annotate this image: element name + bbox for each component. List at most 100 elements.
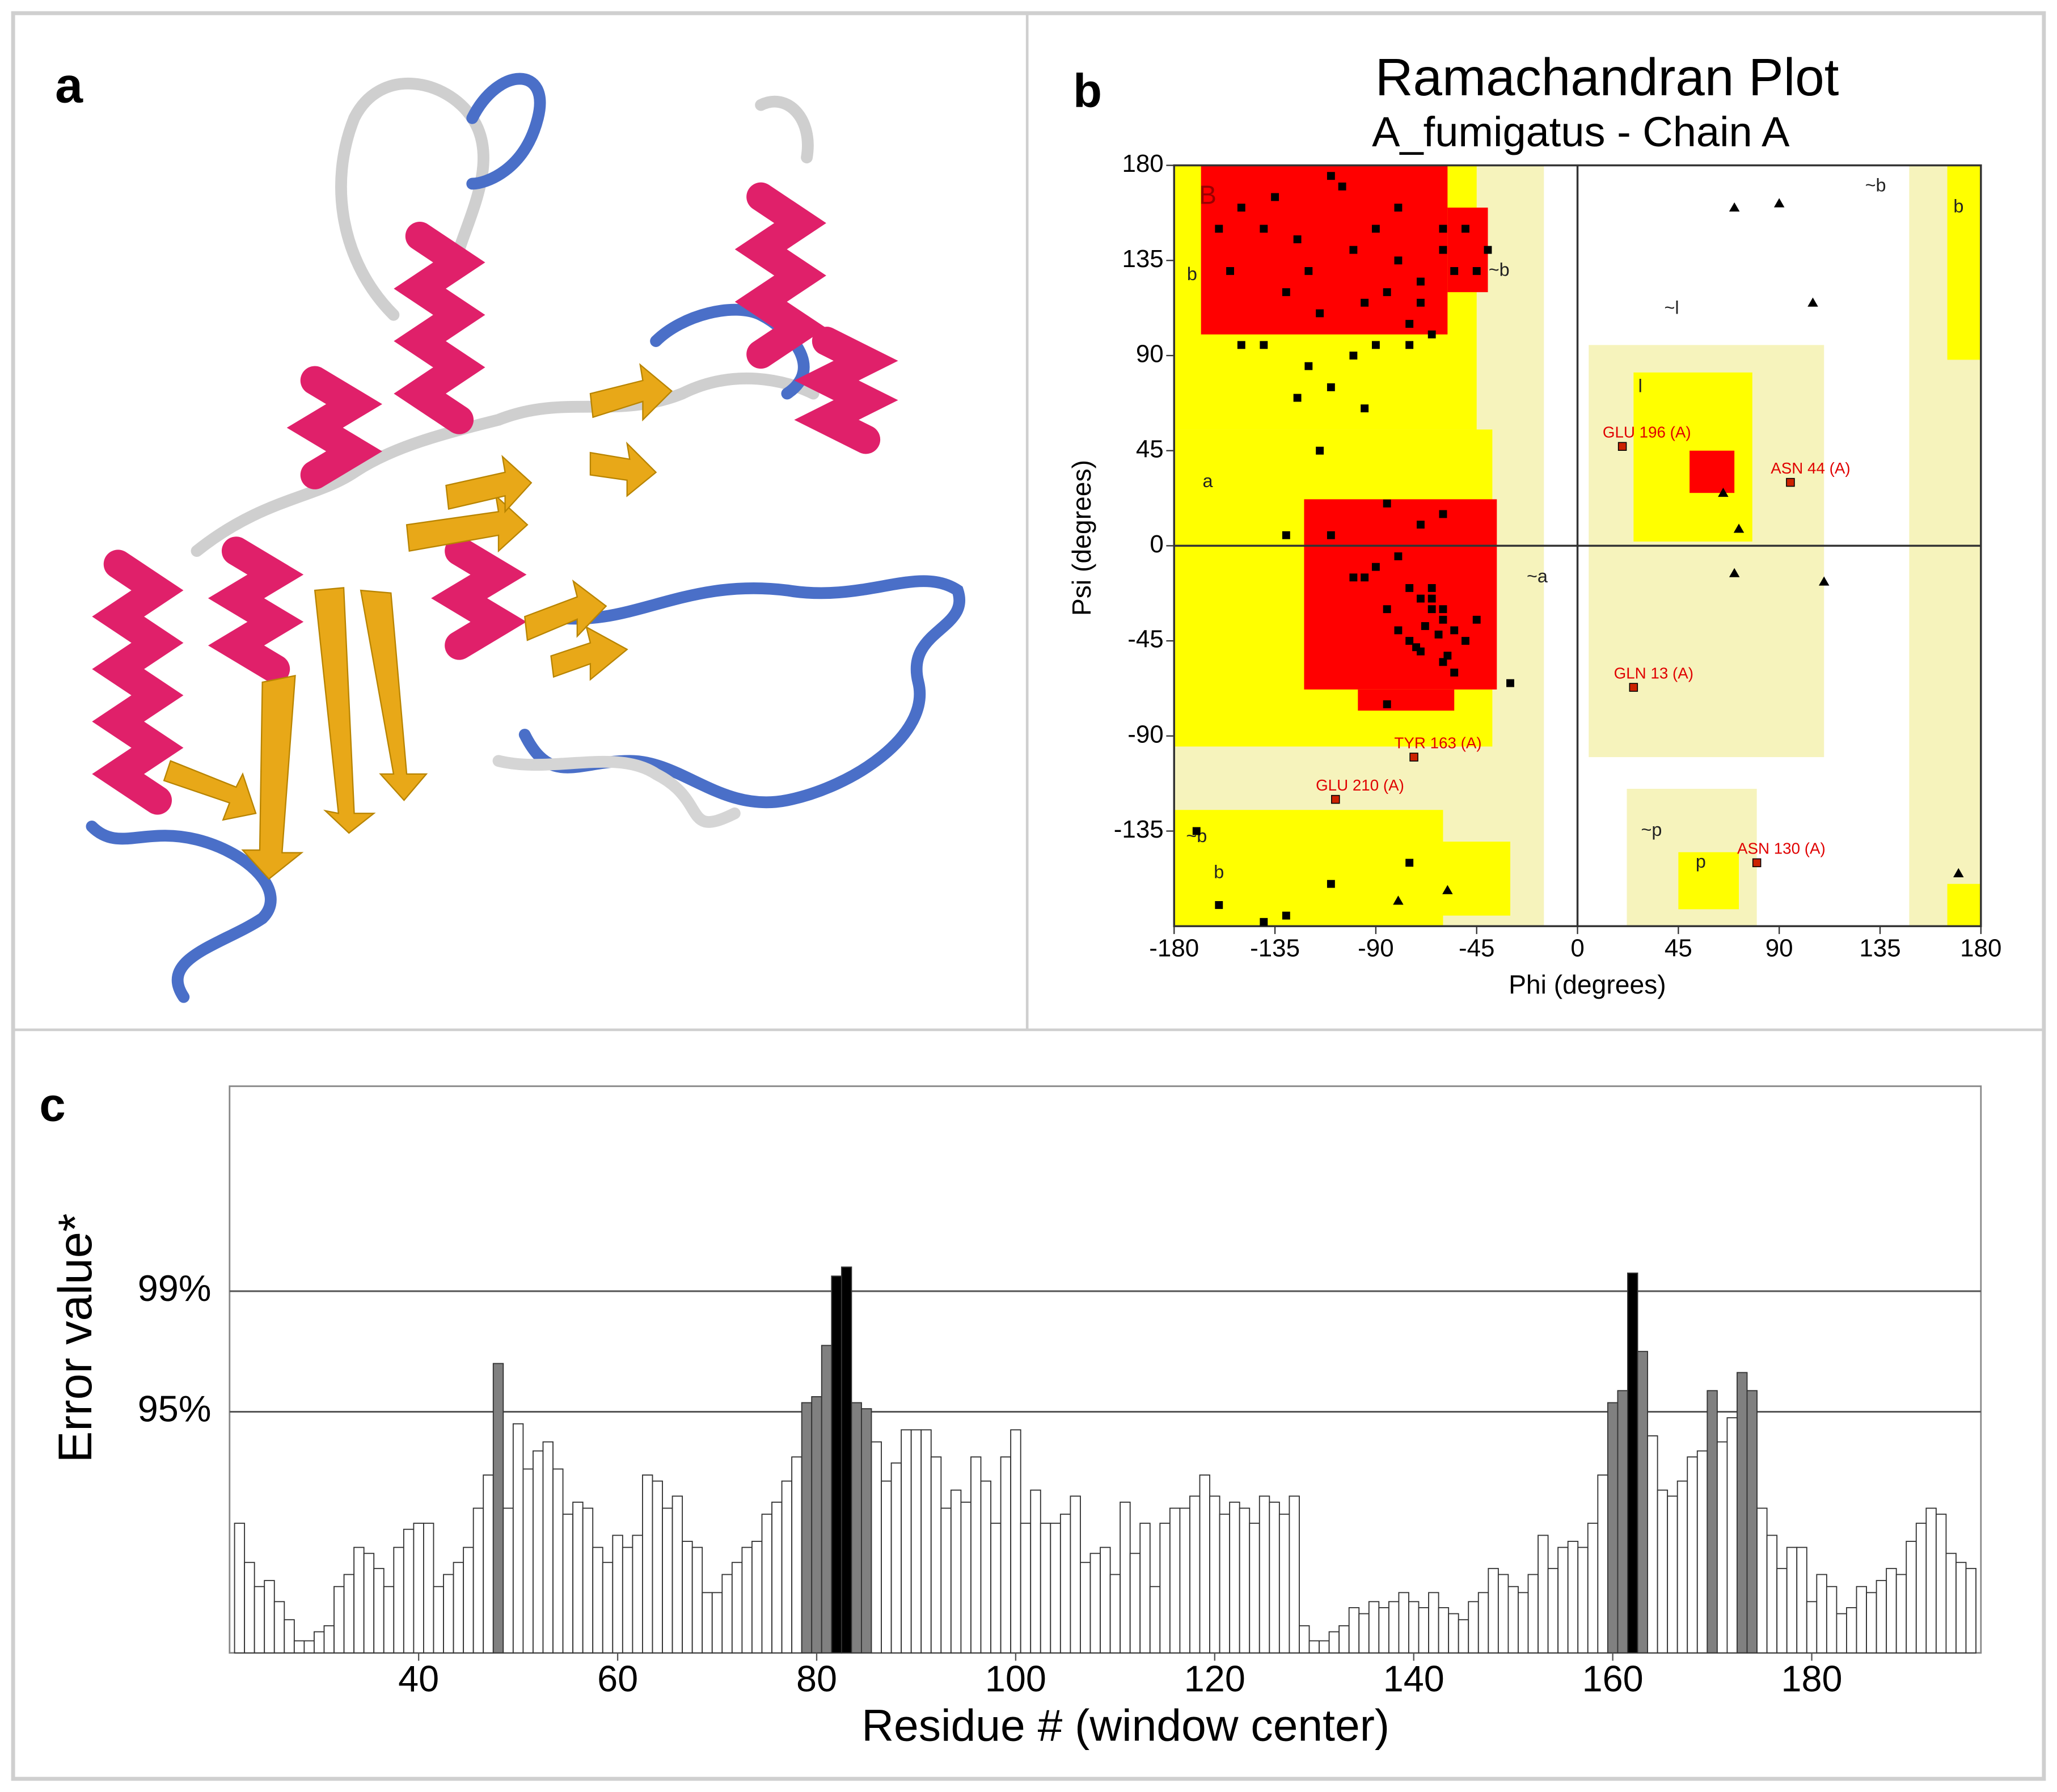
strands (163, 363, 673, 880)
point (1421, 622, 1429, 630)
bar (840, 1266, 852, 1654)
x-tick-label: -45 (1459, 934, 1495, 962)
bar (1100, 1546, 1111, 1654)
point (1427, 584, 1436, 592)
bar (691, 1546, 703, 1654)
point (1316, 309, 1324, 318)
region (1689, 450, 1735, 493)
bar (1627, 1273, 1638, 1654)
bar (1089, 1553, 1101, 1654)
x-tick-label: 160 (1582, 1658, 1644, 1700)
bar (234, 1523, 246, 1654)
bar (1209, 1495, 1220, 1654)
point (1304, 362, 1313, 370)
bar (1278, 1514, 1290, 1654)
bar (1010, 1429, 1021, 1654)
point (1282, 911, 1290, 920)
point (1304, 267, 1313, 275)
bar (1856, 1586, 1867, 1654)
point (1316, 446, 1324, 455)
bar (323, 1625, 335, 1654)
bar (811, 1396, 822, 1654)
region (1196, 842, 1510, 916)
bar (1716, 1441, 1728, 1654)
bar (1587, 1523, 1599, 1654)
x-axis-label: Residue # (window center) (861, 1701, 1389, 1751)
bar (960, 1501, 972, 1654)
point (1293, 394, 1302, 402)
bar (1030, 1489, 1041, 1654)
panel-label: b (1073, 65, 1102, 117)
bar (1080, 1562, 1091, 1654)
point (1786, 477, 1795, 487)
bar (1945, 1553, 1957, 1654)
point (1462, 637, 1469, 645)
bar (1816, 1574, 1827, 1654)
bar (1189, 1495, 1201, 1654)
bar (622, 1546, 633, 1654)
x-tick-label: 140 (1383, 1658, 1444, 1700)
bar (1020, 1523, 1032, 1654)
point (1752, 858, 1762, 868)
helix (734, 182, 826, 369)
bar (483, 1474, 494, 1654)
y-tick-label: -135 (1114, 815, 1164, 843)
region (1678, 852, 1739, 910)
bar (1547, 1567, 1559, 1654)
coil (755, 95, 814, 164)
point (1215, 901, 1223, 909)
bar (1308, 1640, 1320, 1654)
bar (1886, 1567, 1897, 1654)
bar (940, 1507, 952, 1654)
bar (1468, 1601, 1479, 1654)
bar (1726, 1417, 1738, 1654)
bar (1746, 1390, 1758, 1654)
bar (373, 1567, 385, 1654)
point (1338, 182, 1346, 191)
bar (1299, 1625, 1310, 1654)
bar (1408, 1601, 1420, 1654)
point (1260, 341, 1268, 349)
y-tick-label: 0 (1150, 530, 1163, 558)
strand (589, 441, 657, 497)
coil (191, 372, 820, 557)
point-label: TYR 163 (A) (1394, 734, 1481, 751)
coil (466, 73, 546, 190)
point (1361, 404, 1369, 413)
point (1729, 202, 1740, 212)
bar (1249, 1523, 1260, 1654)
x-tick-label: 45 (1665, 934, 1692, 962)
y-tick-label: -90 (1127, 720, 1164, 748)
region-label: l (1638, 375, 1642, 396)
x-tick-label: 60 (597, 1658, 638, 1700)
point (1439, 510, 1447, 518)
bar (1906, 1541, 1917, 1654)
point-label: GLN 13 (A) (1614, 664, 1693, 682)
y-tick-label: 135 (1122, 245, 1163, 273)
point (1349, 352, 1358, 360)
bar (632, 1535, 643, 1654)
region-label: ~b (1865, 175, 1886, 195)
point (1405, 341, 1414, 349)
bar (1398, 1592, 1409, 1654)
bar (1955, 1562, 1967, 1654)
bar (353, 1546, 365, 1654)
helix (286, 366, 383, 489)
point (1405, 320, 1414, 328)
bar (1368, 1601, 1380, 1654)
chart-subtitle: A_fumigatus - Chain A (1372, 108, 1790, 155)
bar (1527, 1574, 1539, 1654)
point (1442, 885, 1453, 894)
bar (343, 1574, 355, 1654)
bar (1756, 1507, 1768, 1654)
bar (801, 1402, 813, 1654)
bar (254, 1586, 265, 1654)
point (1260, 225, 1268, 233)
point (1331, 794, 1340, 804)
bar (1428, 1592, 1439, 1654)
bar (791, 1456, 802, 1654)
bar (1965, 1567, 1976, 1654)
point (1349, 246, 1358, 254)
region-label: ~l (1664, 298, 1679, 318)
bar (1378, 1607, 1389, 1654)
